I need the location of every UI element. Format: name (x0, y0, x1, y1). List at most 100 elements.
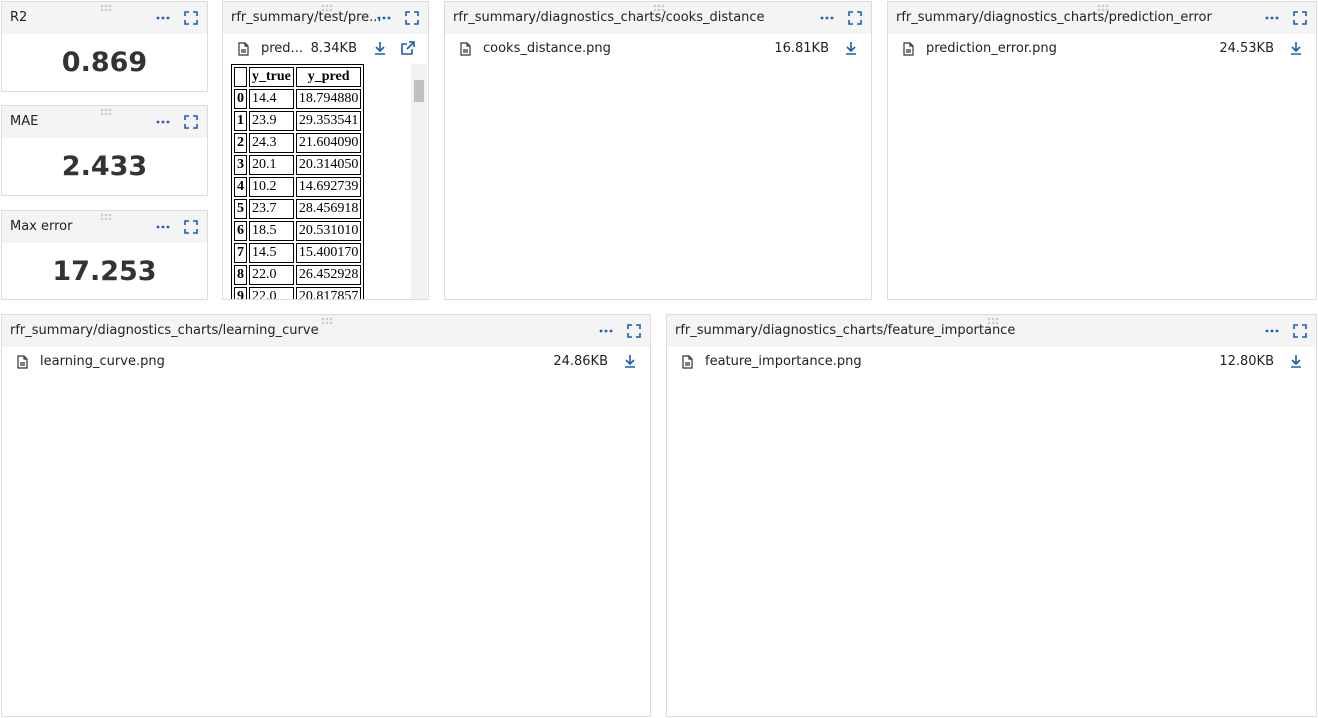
file-icon (17, 355, 28, 369)
metric-value: 17.253 (52, 255, 157, 287)
cell: 29.353541 (295, 111, 362, 131)
panel-header: rfr_summary/diagnostics_charts/cooks_dis… (445, 2, 871, 34)
panel-header: R2 (2, 2, 207, 34)
cell: 10.2 (249, 177, 294, 197)
dots-icon[interactable] (1264, 10, 1280, 26)
drag-icon[interactable] (651, 3, 667, 19)
expand-icon[interactable] (404, 10, 420, 26)
cell: 24.3 (249, 133, 294, 153)
table-row: 7 14.5 15.400170 (234, 243, 362, 263)
corner-cell (234, 67, 247, 87)
cell: 21.604090 (295, 133, 362, 153)
row-index: 2 (234, 133, 247, 153)
file-row: learning_curve.png 24.86KB (2, 347, 650, 377)
download-icon[interactable] (1288, 40, 1304, 56)
cell: 15.400170 (295, 243, 362, 263)
file-icon (238, 42, 249, 56)
file-name: feature_importance.png (705, 354, 862, 369)
panel: rfr_summary/diagnostics_charts/predictio… (887, 1, 1317, 300)
panel-title: rfr_summary/diagnostics_charts/feature_i… (675, 323, 1016, 338)
download-icon[interactable] (622, 353, 638, 369)
table-row: 5 23.7 28.456918 (234, 199, 362, 219)
file-size: 8.34KB (310, 41, 357, 56)
row-index: 4 (234, 177, 247, 197)
panel-title: Max error (10, 219, 73, 234)
dots-icon[interactable] (819, 10, 835, 26)
panel-header: rfr_summary/diagnostics_charts/feature_i… (667, 315, 1316, 347)
panel: rfr_summary/diagnostics_charts/learning_… (1, 314, 651, 717)
expand-icon[interactable] (183, 114, 199, 130)
column-header: y_true (249, 67, 294, 87)
panel: rfr_summary/diagnostics_charts/cooks_dis… (444, 1, 872, 300)
drag-icon[interactable] (98, 212, 114, 228)
expand-icon[interactable] (183, 10, 199, 26)
download-icon[interactable] (372, 40, 388, 56)
cell: 20.531010 (295, 221, 362, 241)
dots-icon[interactable] (155, 10, 171, 26)
expand-icon[interactable] (1292, 323, 1308, 339)
scrollbar-thumb[interactable] (414, 80, 424, 102)
dots-icon[interactable] (155, 219, 171, 235)
panel-title: rfr_summary/test/pre... (231, 10, 382, 25)
ext-icon[interactable] (400, 40, 416, 56)
download-icon[interactable] (843, 40, 859, 56)
cell: 14.4 (249, 89, 294, 109)
metric-value: 0.869 (61, 47, 148, 78)
file-icon (682, 355, 693, 369)
panel-header: rfr_summary/diagnostics_charts/predictio… (888, 2, 1316, 34)
dots-icon[interactable] (1264, 323, 1280, 339)
panel-title: MAE (10, 114, 39, 129)
download-icon[interactable] (1288, 353, 1304, 369)
drag-icon[interactable] (1095, 3, 1111, 19)
panel: Max error 17.253 (1, 210, 208, 300)
file-icon (460, 42, 471, 56)
panel: MAE 2.433 (1, 105, 208, 196)
drag-icon[interactable] (319, 316, 335, 332)
row-index: 8 (234, 265, 247, 285)
file-name: learning_curve.png (40, 354, 165, 369)
file-row: prediction_error.png 24.53KB (888, 34, 1316, 64)
row-index: 3 (234, 155, 247, 175)
panel: rfr_summary/test/pre... pred... 8.34KB y_tr… (222, 1, 429, 300)
expand-icon[interactable] (1292, 10, 1308, 26)
row-index: 6 (234, 221, 247, 241)
drag-icon[interactable] (98, 3, 114, 19)
panel-title: rfr_summary/diagnostics_charts/cooks_dis… (453, 10, 765, 25)
dots-icon[interactable] (155, 114, 171, 130)
cell: 14.5 (249, 243, 294, 263)
table-row: 2 24.3 21.604090 (234, 133, 362, 153)
drag-icon[interactable] (98, 107, 114, 123)
drag-icon[interactable] (985, 316, 1001, 332)
file-name: cooks_distance.png (483, 41, 611, 56)
cell: 23.9 (249, 111, 294, 131)
expand-icon[interactable] (626, 323, 642, 339)
table-row: 6 18.5 20.531010 (234, 221, 362, 241)
dots-icon[interactable] (598, 323, 614, 339)
file-row: pred... 8.34KB (223, 34, 428, 64)
cell: 22.0 (249, 287, 294, 299)
expand-icon[interactable] (847, 10, 863, 26)
cell: 26.452928 (295, 265, 362, 285)
cell: 20.1 (249, 155, 294, 175)
cell: 14.692739 (295, 177, 362, 197)
panel-header: Max error (2, 211, 207, 243)
cell: 18.5 (249, 221, 294, 241)
expand-icon[interactable] (183, 219, 199, 235)
dots-icon[interactable] (376, 10, 392, 26)
file-icon (903, 42, 914, 56)
table-row: 1 23.9 29.353541 (234, 111, 362, 131)
file-size: 24.86KB (553, 354, 608, 369)
table-row: 8 22.0 26.452928 (234, 265, 362, 285)
panel-title: R2 (10, 10, 28, 25)
table-row: 3 20.1 20.314050 (234, 155, 362, 175)
cell: 18.794880 (295, 89, 362, 109)
row-index: 0 (234, 89, 247, 109)
file-size: 16.81KB (774, 41, 829, 56)
file-row: cooks_distance.png 16.81KB (445, 34, 871, 64)
cell: 23.7 (249, 199, 294, 219)
row-index: 1 (234, 111, 247, 131)
drag-icon[interactable] (319, 3, 335, 19)
column-header: y_pred (295, 67, 362, 87)
row-index: 9 (234, 287, 247, 299)
